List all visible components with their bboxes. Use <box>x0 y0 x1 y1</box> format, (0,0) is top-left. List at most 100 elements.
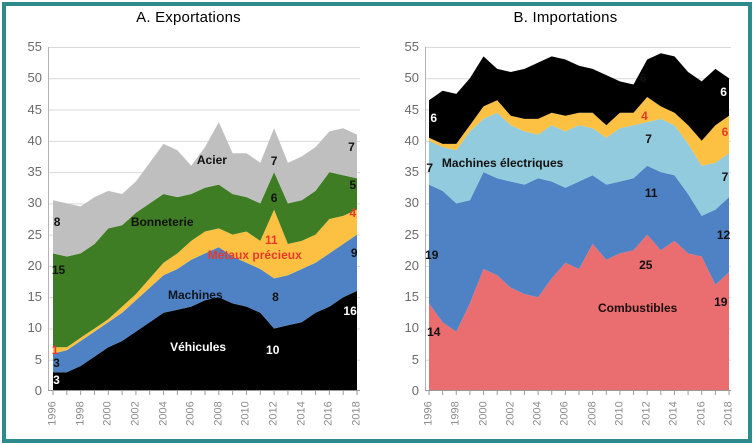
y-axis-label: 10 <box>404 320 419 336</box>
y-axis-label: 15 <box>27 289 42 305</box>
data-value-label: 7 <box>645 131 652 146</box>
data-value-label: 11 <box>644 185 658 200</box>
data-value-label: 4 <box>641 108 648 123</box>
y-axis-label: 35 <box>404 164 419 180</box>
series-name-label: Véhicules <box>170 339 227 354</box>
y-axis-label: 55 <box>27 39 42 54</box>
x-axis-label: 2002 <box>129 401 142 426</box>
y-axis-label: 25 <box>27 226 42 242</box>
y-axis-label: 5 <box>411 351 419 367</box>
data-value-label: 25 <box>639 258 653 273</box>
data-value-label: 8 <box>53 215 61 230</box>
series-name-label: Machines <box>167 287 223 302</box>
y-axis-label: 40 <box>27 132 42 148</box>
y-axis-label: 0 <box>34 383 42 398</box>
y-axis-label: 5 <box>34 351 42 367</box>
y-axis-label: 15 <box>404 289 419 305</box>
x-axis-label: 2002 <box>504 401 517 426</box>
data-value-label: 7 <box>348 140 355 155</box>
data-value-label: 7 <box>426 160 434 175</box>
plot-area <box>48 47 360 395</box>
data-value-label: 3 <box>53 355 60 370</box>
plot-exportations: 0 5 10 15 20 25 30 35 40 45 50 55 1996 1998 2000 2002 20… <box>28 39 363 426</box>
data-value-label: 5 <box>349 177 357 192</box>
chart-exportations: A. Exportations 0 5 10 15 20 25 30 35 40 45 50 55 19… <box>28 9 363 426</box>
area-metaux-precieux <box>53 209 357 354</box>
x-axis-label: 2018 <box>722 401 735 426</box>
x-axis-label: 2004 <box>531 401 544 426</box>
area-serie-noire <box>429 53 729 144</box>
y-axis-label: 50 <box>27 70 42 86</box>
data-value-label: 6 <box>430 110 438 125</box>
y-axis-label: 45 <box>404 101 419 117</box>
data-value-label: 6 <box>270 191 278 206</box>
y-axis-label: 10 <box>27 320 42 336</box>
y-axis-label: 50 <box>404 70 419 86</box>
data-value-label: 8 <box>272 290 279 305</box>
x-axis-label: 2010 <box>239 401 252 426</box>
data-value-label: 11 <box>264 232 278 247</box>
data-value-label: 1 <box>51 342 59 357</box>
y-axis-label: 55 <box>404 39 419 54</box>
area-bonneterie <box>53 172 357 348</box>
area-vehicules <box>53 290 357 391</box>
x-axis-label: 2016 <box>322 401 335 426</box>
x-axis-label: 2016 <box>695 401 708 426</box>
x-axis-label: 1996 <box>422 401 435 426</box>
x-axis-label: 2008 <box>586 401 599 426</box>
area-machines <box>53 234 357 373</box>
area-machines-electriques <box>429 112 729 216</box>
x-axis-label: 2014 <box>667 401 680 426</box>
x-axis-label: 1998 <box>74 401 87 426</box>
x-axis-label: 2010 <box>613 401 626 426</box>
y-axis-label: 20 <box>27 257 42 273</box>
x-axis-label: 2004 <box>157 401 170 426</box>
data-value-label: 10 <box>266 343 280 358</box>
x-axis-label: 2006 <box>558 401 571 426</box>
data-value-label: 16 <box>343 303 357 318</box>
data-value-label: 6 <box>720 85 727 100</box>
y-axis-label: 40 <box>404 132 419 148</box>
y-axis-label: 20 <box>404 257 419 273</box>
x-axis-label: 2012 <box>267 401 280 426</box>
data-value-label: 19 <box>425 248 439 263</box>
y-axis-label: 30 <box>404 195 419 211</box>
data-value-label: 9 <box>350 246 358 261</box>
x-axis-label: 1996 <box>46 401 59 426</box>
plot-area <box>425 47 731 395</box>
data-value-label: 7 <box>721 170 729 185</box>
x-axis-label: 2012 <box>640 401 653 426</box>
series-name-label: Bonneterie <box>130 215 194 230</box>
chart-title: A. Exportations <box>136 9 241 26</box>
data-value-label: 3 <box>53 372 60 387</box>
area-acier <box>53 122 357 257</box>
data-value-label: 12 <box>716 228 731 243</box>
x-axis-label: 2018 <box>350 401 363 426</box>
data-value-label: 14 <box>427 325 441 340</box>
area-serie-jaune <box>429 97 729 166</box>
data-value-label: 6 <box>639 71 647 86</box>
x-axis-label: 2008 <box>212 401 225 426</box>
x-axis-label: 2000 <box>101 401 114 426</box>
y-axis-label: 45 <box>27 101 42 117</box>
data-value-label: 6 <box>721 125 729 140</box>
data-value-label: 4 <box>349 206 357 221</box>
x-axis-label: 1998 <box>449 401 462 426</box>
data-value-label: 15 <box>51 263 66 278</box>
x-axis-label: 2006 <box>184 401 197 426</box>
series-name-label: Métaux précieux <box>207 247 302 262</box>
area-serie-bleue <box>429 165 729 332</box>
data-value-label: 7 <box>270 153 278 168</box>
chart-importations: B. Importations 0 5 10 15 20 25 30 35 40 45 50 55 19… <box>377 0 754 445</box>
y-axis-label: 25 <box>404 226 419 242</box>
x-axis-label: 2000 <box>477 401 490 426</box>
y-axis-label: 30 <box>27 195 42 211</box>
x-axis-label: 2014 <box>295 401 308 426</box>
series-name-label: Acier <box>196 152 227 167</box>
y-axis-label: 0 <box>411 383 419 398</box>
data-value-label: 19 <box>714 295 728 310</box>
y-axis-label: 35 <box>27 164 42 180</box>
series-name-label: Machines électriques <box>441 155 564 170</box>
area-combustibles <box>429 234 729 391</box>
series-name-label: Combustibles <box>597 300 678 315</box>
